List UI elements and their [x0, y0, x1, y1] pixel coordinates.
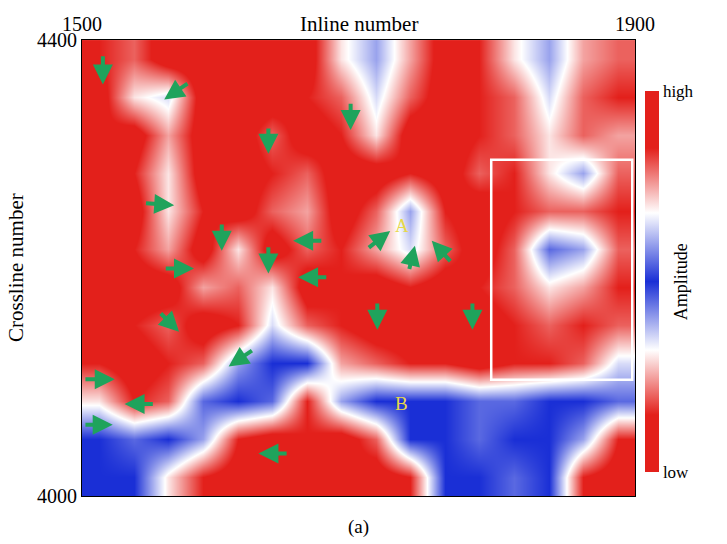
svg-text:A: A	[395, 215, 409, 236]
svg-text:1500: 1500	[62, 13, 102, 35]
svg-text:low: low	[663, 463, 689, 482]
svg-text:high: high	[663, 82, 694, 101]
svg-text:Crossline number: Crossline number	[4, 193, 28, 342]
svg-text:Inline number: Inline number	[300, 12, 418, 36]
svg-text:(a): (a)	[348, 516, 369, 538]
svg-text:4400: 4400	[37, 29, 77, 51]
svg-text:1900: 1900	[615, 13, 655, 35]
svg-text:4000: 4000	[37, 485, 77, 507]
svg-text:B: B	[395, 393, 408, 414]
svg-text:Amplitude: Amplitude	[671, 243, 691, 320]
